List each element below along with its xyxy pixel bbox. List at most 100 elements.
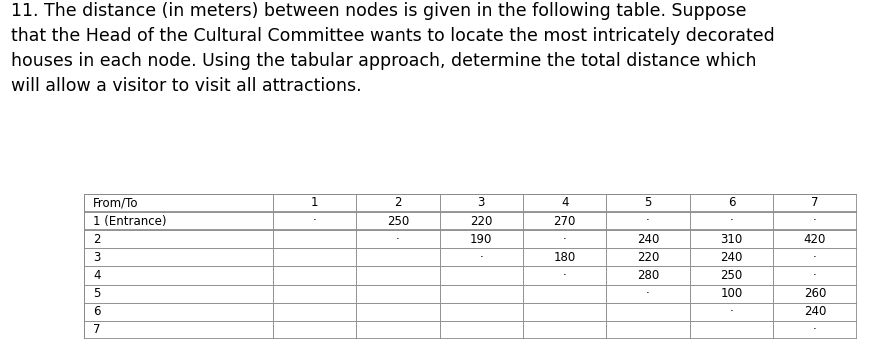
Bar [356, 321, 440, 339]
Text: ·: · [813, 251, 817, 264]
Text: 180: 180 [554, 251, 576, 264]
Bar [690, 266, 774, 284]
Bar [356, 194, 440, 212]
Text: 4: 4 [561, 196, 569, 209]
Bar [84, 194, 273, 212]
Text: ·: · [813, 269, 817, 282]
Bar [273, 321, 356, 339]
Bar [440, 284, 523, 303]
Bar [774, 303, 857, 321]
Text: 240: 240 [804, 305, 826, 318]
Text: 240: 240 [721, 251, 743, 264]
Bar [607, 321, 690, 339]
Bar [690, 303, 774, 321]
Bar [607, 303, 690, 321]
Text: 250: 250 [721, 269, 743, 282]
Bar [440, 212, 523, 230]
Bar [523, 194, 607, 212]
Text: 220: 220 [637, 251, 660, 264]
Text: 4: 4 [94, 269, 101, 282]
Text: 3: 3 [94, 251, 101, 264]
Bar [607, 284, 690, 303]
Bar [690, 284, 774, 303]
Text: 240: 240 [637, 233, 660, 246]
Text: ·: · [646, 287, 650, 300]
Bar [607, 248, 690, 266]
Text: ·: · [313, 215, 316, 228]
Bar [84, 321, 273, 339]
Text: 1: 1 [311, 196, 318, 209]
Bar [523, 248, 607, 266]
Bar [774, 321, 857, 339]
Bar [523, 284, 607, 303]
Text: 260: 260 [804, 287, 826, 300]
Bar [84, 212, 273, 230]
Text: 2: 2 [94, 233, 101, 246]
Bar [273, 248, 356, 266]
Bar [774, 248, 857, 266]
Bar [84, 303, 273, 321]
Bar [273, 212, 356, 230]
Bar [273, 266, 356, 284]
Bar [84, 284, 273, 303]
Text: ·: · [813, 215, 817, 228]
Bar [607, 212, 690, 230]
Text: 220: 220 [470, 215, 493, 228]
Text: 5: 5 [94, 287, 101, 300]
Bar [356, 303, 440, 321]
Text: From/To: From/To [94, 196, 139, 209]
Text: 7: 7 [811, 196, 819, 209]
Text: ·: · [646, 215, 650, 228]
Text: ·: · [562, 233, 567, 246]
Bar [84, 230, 273, 248]
Bar [84, 248, 273, 266]
Text: 270: 270 [554, 215, 576, 228]
Bar [273, 194, 356, 212]
Text: 190: 190 [470, 233, 493, 246]
Bar [523, 230, 607, 248]
Text: 7: 7 [94, 324, 101, 337]
Text: 3: 3 [478, 196, 485, 209]
Bar [273, 230, 356, 248]
Text: 6: 6 [94, 305, 101, 318]
Bar [356, 266, 440, 284]
Bar [356, 284, 440, 303]
Bar [607, 266, 690, 284]
Text: 1 (Entrance): 1 (Entrance) [94, 215, 167, 228]
Bar [523, 303, 607, 321]
Text: ·: · [813, 324, 817, 337]
Bar [523, 266, 607, 284]
Bar [440, 194, 523, 212]
Bar [440, 303, 523, 321]
Text: 420: 420 [804, 233, 826, 246]
Bar [774, 212, 857, 230]
Bar [690, 194, 774, 212]
Text: 2: 2 [394, 196, 402, 209]
Text: ·: · [562, 269, 567, 282]
Text: 310: 310 [721, 233, 743, 246]
Bar [690, 321, 774, 339]
Text: 6: 6 [728, 196, 736, 209]
Bar [774, 284, 857, 303]
Bar [523, 212, 607, 230]
Text: 5: 5 [645, 196, 652, 209]
Bar [440, 321, 523, 339]
Bar [356, 248, 440, 266]
Bar [607, 230, 690, 248]
Bar [440, 266, 523, 284]
Bar [440, 230, 523, 248]
Text: ·: · [396, 233, 400, 246]
Bar [690, 212, 774, 230]
Bar [690, 230, 774, 248]
Bar [84, 266, 273, 284]
Bar [440, 248, 523, 266]
Bar [607, 194, 690, 212]
Bar [356, 212, 440, 230]
Text: 280: 280 [637, 269, 660, 282]
Bar [523, 321, 607, 339]
Text: ·: · [479, 251, 483, 264]
Bar [774, 194, 857, 212]
Text: ·: · [729, 215, 733, 228]
Bar [356, 230, 440, 248]
Bar [273, 303, 356, 321]
